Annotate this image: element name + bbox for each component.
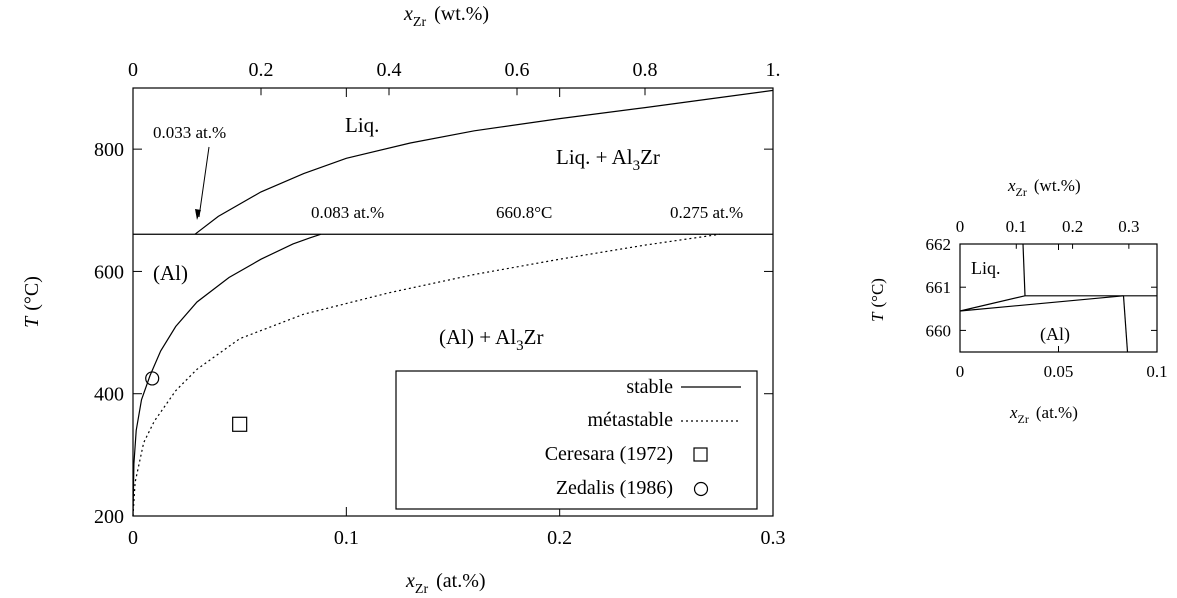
series-stable-solvus (132, 233, 321, 517)
eutectic-arrow-line (198, 146, 210, 218)
annotation-al: (Al) (153, 261, 188, 285)
x2-tick-label: 0 (128, 59, 138, 81)
y-tick-label: 661 (926, 278, 952, 297)
annotation-temp: 660.8°C (496, 203, 552, 222)
main-x2-ticks: 0 0.2 0.4 0.6 0.8 1. (128, 59, 781, 96)
x2-tick-label: 0.6 (505, 59, 530, 81)
annotation-stable-sol: 0.083 at.% (311, 203, 384, 222)
series-stable-solvus (1122, 295, 1129, 353)
x-tick-label: 0.1 (1146, 362, 1167, 381)
inset-x2-ticks: 0 0.1 0.2 0.3 (956, 217, 1139, 249)
inset-y-ticks: 660 661 662 (926, 235, 1157, 340)
main-x-ticks: 0 0.1 0.2 0.3 (128, 88, 786, 549)
series-stable-liquidus (1022, 243, 1026, 296)
point-zedalis (145, 371, 160, 386)
y-tick-label: 200 (94, 506, 124, 528)
inset-annotation-al: (Al) (1040, 324, 1070, 345)
annotation-liq-al3zr: Liq. + Al3Zr (556, 145, 660, 174)
main-x-axis-label: xZr (at.%) (405, 570, 486, 597)
main-series (132, 89, 774, 517)
legend-box (395, 370, 758, 510)
y-tick-label: 660 (926, 321, 952, 340)
inset-x2-axis-label: xZr (wt.%) (1007, 176, 1081, 199)
main-plot-frame (132, 87, 774, 517)
series-stable-liquidus (959, 295, 1026, 312)
inset-annotation-liq: Liq. (971, 258, 1001, 278)
x2-tick-label: 0.1 (1006, 217, 1027, 236)
x2-tick-label: 0.4 (377, 59, 402, 81)
series-stable-solidus (959, 295, 1124, 312)
y-tick-label: 400 (94, 384, 124, 406)
x-tick-label: 0 (956, 362, 965, 381)
legend-circle-marker (693, 481, 709, 497)
inset-x-ticks: 0 0.05 0.1 (956, 244, 1168, 381)
y-tick-label: 662 (926, 235, 952, 254)
x2-tick-label: 1. (766, 59, 781, 81)
annotation-meta-sol: 0.275 at.% (670, 203, 743, 222)
inset-y-axis-label: T(°C) (868, 278, 887, 322)
main-points (145, 371, 248, 432)
x-tick-label: 0.2 (547, 527, 572, 549)
y-tick-label: 600 (94, 261, 124, 283)
x2-tick-label: 0.2 (249, 59, 274, 81)
x-tick-label: 0.1 (334, 527, 359, 549)
x2-tick-label: 0.8 (633, 59, 658, 81)
x2-tick-label: 0.2 (1062, 217, 1083, 236)
annotation-liq: Liq. (345, 113, 379, 137)
legend-label-metastable: métastable (587, 409, 673, 431)
legend-label-ceresara: Ceresara (1972) (545, 443, 673, 465)
series-stable-liquidus (194, 89, 774, 235)
point-ceresara (232, 416, 248, 432)
x-tick-label: 0.05 (1044, 362, 1074, 381)
main-x2-axis-label: xZr (wt.%) (403, 3, 489, 30)
legend: stable métastable Ceresara (1972) Zedali… (395, 370, 758, 510)
legend-square-marker (693, 447, 708, 462)
main-y-axis-label: T(°C) (21, 276, 43, 328)
y-tick-label: 800 (94, 139, 124, 161)
x-tick-label: 0 (128, 527, 138, 549)
legend-label-stable: stable (626, 376, 673, 398)
x2-tick-label: 0.3 (1118, 217, 1139, 236)
inset-x-axis-label: xZr (at.%) (1009, 403, 1078, 426)
eutectic-arrow-head (195, 209, 201, 220)
x-tick-label: 0.3 (761, 527, 786, 549)
inset-series (959, 243, 1157, 353)
annotation-eutectic-liq: 0.033 at.% (153, 123, 226, 142)
main-y-ticks: 200 400 600 800 (94, 139, 773, 528)
annotation-al-al3zr: (Al) + Al3Zr (439, 325, 544, 354)
x2-tick-label: 0 (956, 217, 965, 236)
legend-label-zedalis: Zedalis (1986) (556, 477, 673, 499)
